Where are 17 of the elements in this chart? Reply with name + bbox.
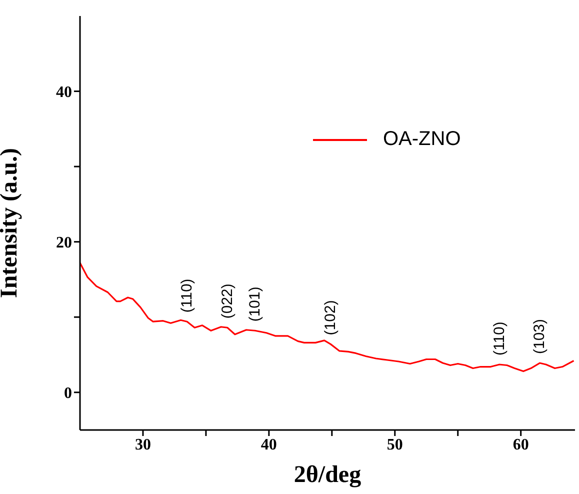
x-tick-label: 30 [134,436,151,454]
x-tick-label: 40 [260,436,277,454]
x-tick-label: 60 [512,436,529,454]
line-series [80,262,575,372]
annotation: (102) [322,300,340,336]
y-tick-label: 20 [56,234,72,252]
y-axis-title: Intensity (a.u.) [0,148,23,298]
annotation: (110) [178,278,196,313]
y-tick-label: 40 [56,84,72,101]
x-tick-label: 50 [386,436,403,454]
legend-label: OA-ZNO [383,128,461,151]
annotation: (103) [531,318,548,354]
y-tick-label: 0 [64,385,72,402]
annotation: (022) [218,284,236,319]
annotation: (101) [246,286,264,322]
annotation: (110) [490,322,508,356]
x-axis-title: 2θ/deg [294,462,362,488]
